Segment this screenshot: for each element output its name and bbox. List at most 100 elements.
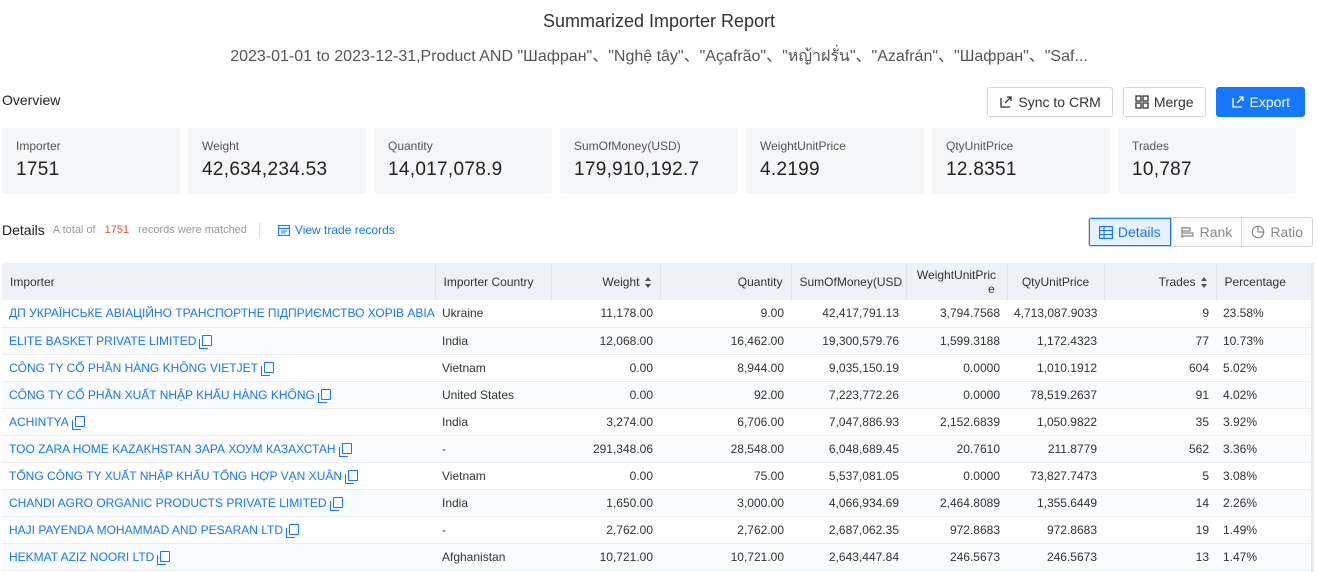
view-trade-records-link[interactable]: View trade records bbox=[277, 223, 395, 237]
importer-country-text: Vietnam bbox=[442, 360, 486, 375]
qty-unit-price-cell: 1,050.9822 bbox=[1007, 408, 1104, 436]
importer-name-link-text[interactable]: ELITE BASKET PRIVATE LIMITED bbox=[9, 333, 197, 348]
view-ratio-label: Ratio bbox=[1270, 224, 1303, 240]
percentage-cell-text: 3.36% bbox=[1223, 441, 1258, 456]
sum-of-money-cell: 2,687,062.35 bbox=[791, 516, 906, 544]
importer-name-link[interactable]: TOO ZARA HOME KAZAKHSTAN ЗАРА ХОУМ КАЗАХ… bbox=[2, 435, 435, 463]
copy-icon[interactable] bbox=[199, 334, 213, 349]
copy-icon[interactable] bbox=[157, 550, 171, 565]
percentage-cell: 3.08% bbox=[1216, 462, 1312, 490]
col-label: WeightUnitPric bbox=[916, 267, 997, 282]
sum-of-money-cell: 7,223,772.26 bbox=[791, 381, 906, 409]
copy-icon[interactable] bbox=[338, 442, 352, 457]
copy-icon[interactable] bbox=[345, 469, 359, 484]
view-trade-records-label: View trade records bbox=[294, 223, 395, 237]
view-ratio-tab[interactable]: Ratio bbox=[1241, 218, 1312, 246]
col-label: Percentage bbox=[1224, 274, 1286, 289]
copy-icon[interactable] bbox=[317, 388, 331, 403]
importer-name-link-text[interactable]: CHANDI AGRO ORGANIC PRODUCTS PRIVATE LIM… bbox=[9, 495, 327, 510]
importer-name-link[interactable]: CHANDI AGRO ORGANIC PRODUCTS PRIVATE LIM… bbox=[2, 489, 435, 517]
trades-cell-text: 14 bbox=[1195, 495, 1209, 510]
summary-cards: Importer 1751 Weight 42,634,234.53 Quantit… bbox=[2, 128, 1296, 194]
importer-name-link-text[interactable]: TOO ZARA HOME KAZAKHSTAN ЗАРА ХОУМ КАЗАХ… bbox=[9, 441, 336, 456]
percentage-cell: 5.02% bbox=[1216, 354, 1312, 382]
card-label: QtyUnitPrice bbox=[946, 139, 1014, 153]
qty-unit-price-cell-text: 78,519.2637 bbox=[1030, 387, 1097, 402]
col-weight[interactable]: Weight bbox=[551, 263, 661, 300]
scrollbar-track[interactable] bbox=[1311, 263, 1314, 572]
col-percentage: Percentage bbox=[1216, 263, 1313, 300]
importer-name-link[interactable]: CÔNG TY CỔ PHẦN HÀNG KHÔNG VIETJET bbox=[2, 354, 435, 382]
weight-cell: 10,721.00 bbox=[551, 543, 660, 571]
quantity-cell-text: 8,944.00 bbox=[737, 360, 784, 375]
export-button[interactable]: Export bbox=[1215, 87, 1305, 117]
quantity-cell-text: 3,000.00 bbox=[737, 495, 784, 510]
view-rank-label: Rank bbox=[1199, 224, 1233, 240]
sum-of-money-cell: 42,417,791.13 bbox=[791, 300, 906, 328]
importer-name-link[interactable]: CÔNG TY CỔ PHẦN XUẤT NHẬP KHẨU HÀNG KHÔN… bbox=[2, 381, 435, 409]
details-bar: Details A total of 1751 records were mat… bbox=[2, 222, 395, 238]
quantity-cell: 92.00 bbox=[660, 381, 791, 409]
col-label: e bbox=[988, 281, 995, 296]
importer-name-link[interactable]: ДП УКРАЇНСЬКЕ АВІАЦІЙНО ТРАНСПОРТНЕ ПІДП… bbox=[2, 300, 435, 328]
quantity-cell-text: 9.00 bbox=[760, 306, 784, 321]
percentage-cell-text: 10.73% bbox=[1223, 333, 1264, 348]
importer-country: United States bbox=[435, 381, 551, 409]
copy-icon[interactable] bbox=[260, 361, 274, 376]
table-row: HAJI PAYENDA MOHAMMAD AND PESARAN LTD - 2,… bbox=[2, 516, 1312, 544]
view-rank-tab[interactable]: Rank bbox=[1170, 218, 1242, 246]
trades-cell-text: 77 bbox=[1195, 333, 1209, 348]
weight-unit-price-cell: 0.0000 bbox=[906, 381, 1007, 409]
divider bbox=[258, 223, 260, 237]
view-details-tab[interactable]: Details bbox=[1088, 218, 1171, 246]
trades-cell: 9 bbox=[1104, 300, 1216, 328]
col-trades[interactable]: Trades bbox=[1104, 263, 1217, 300]
table-row: TỔNG CÔNG TY XUẤT NHẬP KHẨU TỔNG HỢP VẠN… bbox=[2, 462, 1312, 490]
trades-cell: 5 bbox=[1104, 462, 1216, 490]
qty-unit-price-cell-text: 246.5673 bbox=[1046, 549, 1097, 564]
sync-to-crm-button[interactable]: Sync to CRM bbox=[987, 87, 1113, 117]
importer-name-link[interactable]: TỔNG CÔNG TY XUẤT NHẬP KHẨU TỔNG HỢP VẠN… bbox=[2, 462, 435, 490]
copy-icon[interactable] bbox=[286, 523, 300, 538]
importer-name-link[interactable]: ACHINTYA bbox=[2, 408, 435, 436]
table-row: CÔNG TY CỔ PHẦN XUẤT NHẬP KHẨU HÀNG KHÔN… bbox=[2, 381, 1312, 409]
trades-cell: 35 bbox=[1104, 408, 1216, 436]
importer-table: Importer Importer Country Weight Quantit… bbox=[2, 263, 1313, 571]
importer-name-link[interactable]: ELITE BASKET PRIVATE LIMITED bbox=[2, 327, 435, 355]
weight-unit-price-cell-text: 2,152.6839 bbox=[939, 414, 1000, 429]
copy-icon[interactable] bbox=[329, 496, 343, 511]
weight-unit-price-cell-text: 20.7610 bbox=[956, 441, 1000, 456]
sync-icon bbox=[1000, 96, 1013, 108]
sum-of-money-cell-text: 6,048,689.45 bbox=[828, 441, 899, 456]
importer-name-link-text[interactable]: HAJI PAYENDA MOHAMMAD AND PESARAN LTD bbox=[9, 522, 284, 537]
copy-icon[interactable] bbox=[71, 415, 85, 430]
card-value: 1751 bbox=[16, 159, 60, 180]
weight-unit-price-cell-text: 0.0000 bbox=[963, 387, 1000, 402]
sort-icon[interactable] bbox=[1200, 276, 1208, 288]
quantity-cell: 10,721.00 bbox=[660, 543, 791, 571]
sum-of-money-cell-text: 7,223,772.26 bbox=[828, 387, 899, 402]
importer-name-link[interactable]: HAJI PAYENDA MOHAMMAD AND PESARAN LTD bbox=[2, 516, 435, 544]
percentage-cell: 23.58% bbox=[1216, 300, 1312, 328]
importer-name-link-text[interactable]: ACHINTYA bbox=[9, 414, 69, 429]
view-details-label: Details bbox=[1117, 224, 1161, 240]
percentage-cell: 1.49% bbox=[1216, 516, 1312, 544]
importer-country-text: - bbox=[442, 441, 446, 456]
sort-icon[interactable] bbox=[644, 276, 652, 288]
importer-name-link-text[interactable]: TỔNG CÔNG TY XUẤT NHẬP KHẨU TỔNG HỢP VẠN… bbox=[9, 468, 343, 483]
importer-name-link-text[interactable]: CÔNG TY CỔ PHẦN HÀNG KHÔNG VIETJET bbox=[9, 360, 258, 375]
importer-name-link-text[interactable]: CÔNG TY CỔ PHẦN XUẤT NHẬP KHẨU HÀNG KHÔN… bbox=[9, 387, 315, 402]
importer-country-text: India bbox=[442, 414, 469, 429]
view-switcher: Details Rank Ratio bbox=[1087, 217, 1313, 247]
merge-button[interactable]: Merge bbox=[1122, 87, 1206, 117]
importer-name-link-text[interactable]: ДП УКРАЇНСЬКЕ АВІАЦІЙНО ТРАНСПОРТНЕ ПІДП… bbox=[9, 306, 435, 321]
importer-name-link[interactable]: HEKMAT AZIZ NOORI LTD bbox=[2, 543, 435, 571]
merge-label: Merge bbox=[1153, 94, 1194, 110]
qty-unit-price-cell: 1,172.4323 bbox=[1007, 327, 1104, 355]
card-importer: Importer 1751 bbox=[2, 128, 180, 194]
importer-name-link-text[interactable]: HEKMAT AZIZ NOORI LTD bbox=[9, 549, 155, 564]
weight-cell-text: 0.00 bbox=[629, 360, 653, 375]
trades-cell: 14 bbox=[1104, 489, 1216, 517]
qty-unit-price-cell: 246.5673 bbox=[1007, 543, 1104, 571]
quantity-cell: 8,944.00 bbox=[660, 354, 791, 382]
